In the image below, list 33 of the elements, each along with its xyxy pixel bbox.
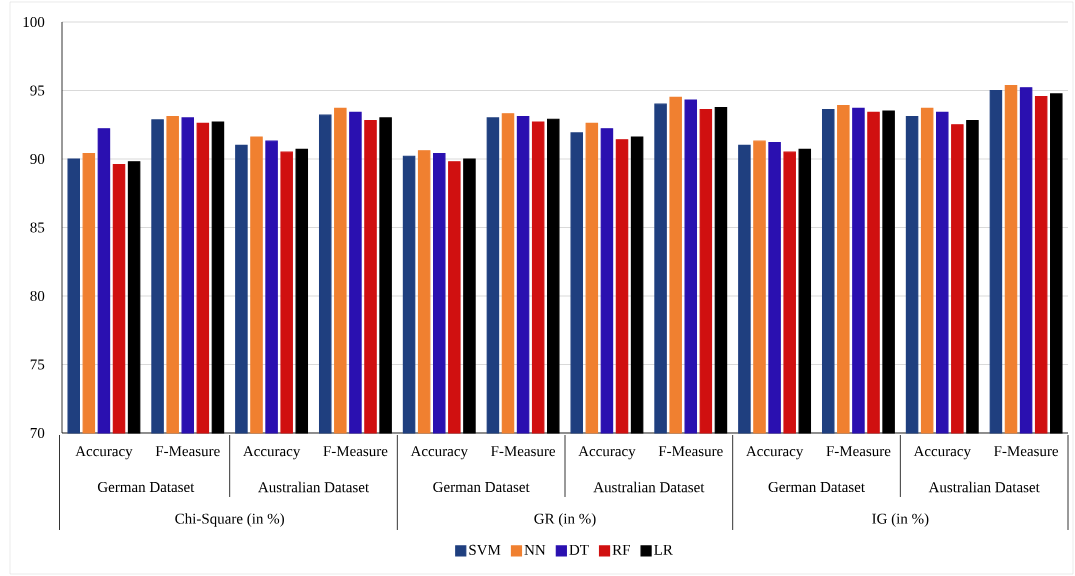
y-tick-label: 100: [23, 16, 45, 28]
x-tick-label: Accuracy: [243, 446, 301, 460]
x-tick-label: F-Measure: [155, 446, 220, 457]
y-tick-label: 85: [30, 222, 45, 233]
legend-label: LR: [654, 544, 673, 555]
text: Australian Dataset: [258, 481, 370, 493]
legend-label: NN: [524, 544, 546, 555]
text: German Dataset: [433, 481, 530, 493]
text: GR (in %): [534, 513, 596, 527]
x-tick-label: Accuracy: [75, 446, 133, 460]
text: Australian Dataset: [928, 481, 1040, 493]
legend-label: RF: [612, 544, 630, 555]
legend-label: DT: [569, 544, 589, 555]
y-tick-label: 90: [30, 153, 45, 165]
x-tick-label: Accuracy: [746, 446, 804, 460]
x-tick-label: F-Measure: [323, 446, 388, 457]
text: Chi-Square (in %): [175, 513, 284, 527]
y-tick-label: 70: [30, 427, 45, 439]
text: Australian Dataset: [593, 481, 705, 493]
x-tick-label: F-Measure: [658, 446, 723, 457]
y-tick-label: 95: [30, 85, 45, 96]
x-tick-label: F-Measure: [491, 446, 556, 457]
legend-label: SVM: [469, 544, 501, 556]
text: German Dataset: [768, 481, 865, 493]
x-tick-label: F-Measure: [826, 446, 891, 457]
x-tick-label: Accuracy: [913, 446, 971, 460]
text: IG (in %): [872, 513, 929, 527]
x-tick-label: Accuracy: [410, 446, 468, 460]
text: German Dataset: [97, 481, 195, 493]
y-tick-label: 75: [30, 359, 45, 370]
x-tick-label: Accuracy: [578, 446, 636, 460]
x-tick-label: F-Measure: [994, 446, 1059, 457]
y-tick-label: 80: [30, 290, 45, 302]
